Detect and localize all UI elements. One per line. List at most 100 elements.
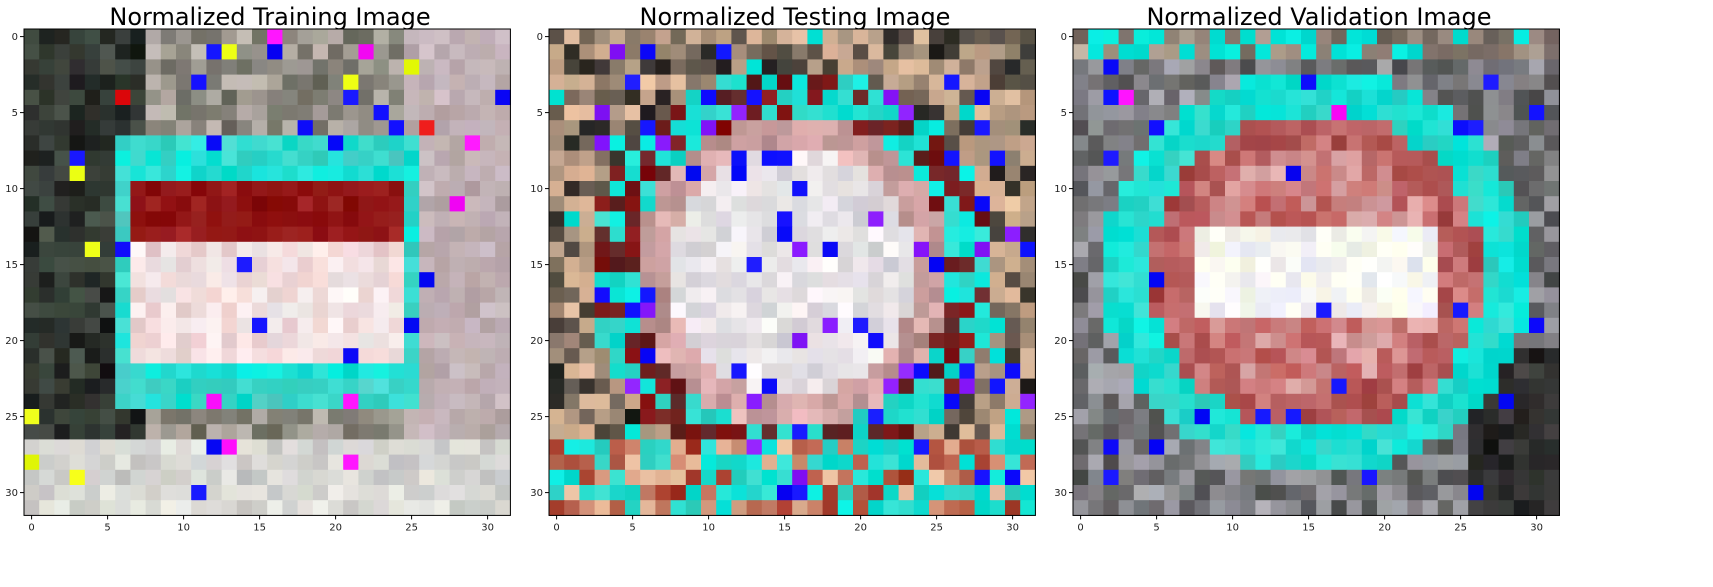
- pixel-cell: [449, 500, 466, 516]
- pixel-cell: [1453, 44, 1469, 60]
- pixel-cell: [328, 272, 344, 288]
- pixel-cell: [495, 348, 511, 364]
- pixel-cell: [913, 211, 930, 228]
- pixel-cell: [1005, 500, 1021, 516]
- pixel-cell: [252, 302, 268, 319]
- pixel-cell: [252, 454, 268, 471]
- pixel-cell: [670, 241, 687, 258]
- pixel-cell: [1377, 105, 1393, 121]
- pixel-cell: [54, 89, 71, 106]
- pixel-cell: [388, 120, 405, 136]
- pixel-cell: [1453, 257, 1469, 273]
- pixel-cell: [746, 333, 763, 349]
- pixel-cell: [837, 454, 854, 471]
- testing-panel: Normalized Testing Image 0 5 10 15 20 25 30 0 5 1…: [525, 0, 1065, 587]
- pixel-cell: [716, 181, 732, 197]
- pixel-cell: [1422, 439, 1439, 456]
- pixel-cell: [1149, 196, 1165, 212]
- pixel-cell: [1103, 196, 1120, 212]
- pixel-cell: [777, 150, 793, 167]
- pixel-cell: [1316, 44, 1332, 60]
- pixel-cell: [1377, 150, 1393, 167]
- pixel-cell: [495, 302, 511, 319]
- pixel-cell: [609, 454, 626, 471]
- pixel-cell: [1498, 333, 1515, 349]
- pixel-cell: [837, 150, 854, 167]
- pixel-cell: [761, 500, 778, 516]
- pixel-cell: [297, 302, 314, 319]
- pixel-cell: [1316, 150, 1332, 167]
- pixel-cell: [328, 120, 344, 136]
- pixel-cell: [564, 287, 580, 304]
- pixel-cell: [716, 424, 732, 440]
- x-tick-label: 20: [854, 522, 867, 533]
- pixel-cell: [807, 302, 824, 319]
- pixel-cell: [731, 272, 748, 288]
- pixel-cell: [1209, 135, 1226, 152]
- pixel-cell: [640, 333, 656, 349]
- pixel-cell: [221, 135, 238, 152]
- pixel-cell: [716, 211, 732, 228]
- pixel-cell: [959, 287, 976, 304]
- pixel-cell: [594, 424, 611, 440]
- pixel-cell: [701, 363, 717, 380]
- pixel-cell: [69, 272, 86, 288]
- pixel-cell: [1005, 333, 1021, 349]
- pixel-cell: [404, 29, 420, 45]
- pixel-cell: [1118, 135, 1135, 152]
- pixel-cell: [640, 241, 656, 258]
- pixel-cell: [100, 302, 116, 319]
- pixel-cell: [1209, 150, 1226, 167]
- pixel-cell: [1073, 333, 1089, 349]
- pixel-cell: [1513, 317, 1530, 334]
- pixel-cell: [160, 120, 177, 136]
- pixel-cell: [1255, 439, 1272, 456]
- pixel-cell: [1483, 500, 1500, 516]
- pixel-cell: [974, 409, 991, 425]
- pixel-cell: [267, 150, 283, 167]
- pixel-cell: [419, 439, 435, 456]
- pixel-cell: [1164, 165, 1180, 182]
- pixel-cell: [1316, 105, 1332, 121]
- pixel-cell: [853, 333, 869, 349]
- pixel-cell: [1179, 302, 1196, 319]
- pixel-cell: [822, 393, 839, 410]
- pixel-cell: [206, 89, 223, 106]
- pixel-cell: [777, 120, 793, 136]
- pixel-cell: [54, 135, 71, 152]
- pixel-cell: [160, 287, 177, 304]
- pixel-cell: [191, 135, 207, 152]
- y-tick-label: 30: [1054, 488, 1067, 499]
- pixel-cell: [1331, 211, 1348, 228]
- pixel-cell: [343, 226, 359, 243]
- pixel-cell: [1422, 272, 1439, 288]
- pixel-cell: [1529, 226, 1545, 243]
- pixel-cell: [343, 241, 359, 258]
- pixel-cell: [282, 363, 299, 380]
- pixel-cell: [434, 44, 451, 60]
- pixel-cell: [564, 165, 580, 182]
- pixel-cell: [929, 74, 945, 91]
- pixel-cell: [1209, 105, 1226, 121]
- pixel-cell: [564, 469, 580, 486]
- pixel-cell: [1361, 500, 1378, 516]
- pixel-cell: [898, 378, 915, 395]
- pixel-cell: [495, 409, 511, 425]
- pixel-cell: [480, 287, 496, 304]
- pixel-cell: [1544, 348, 1560, 364]
- pixel-cell: [145, 469, 162, 486]
- pixel-cell: [1346, 333, 1363, 349]
- pixel-cell: [1179, 257, 1196, 273]
- pixel-cell: [1513, 469, 1530, 486]
- pixel-cell: [39, 29, 55, 45]
- pixel-cell: [328, 393, 344, 410]
- pixel-cell: [1407, 241, 1424, 258]
- pixel-cell: [312, 317, 329, 334]
- pixel-cell: [929, 226, 945, 243]
- pixel-cell: [1422, 226, 1439, 243]
- pixel-cell: [373, 196, 390, 212]
- pixel-cell: [1209, 378, 1226, 395]
- pixel-cell: [312, 409, 329, 425]
- pixel-cell: [564, 181, 580, 197]
- pixel-cell: [282, 485, 299, 501]
